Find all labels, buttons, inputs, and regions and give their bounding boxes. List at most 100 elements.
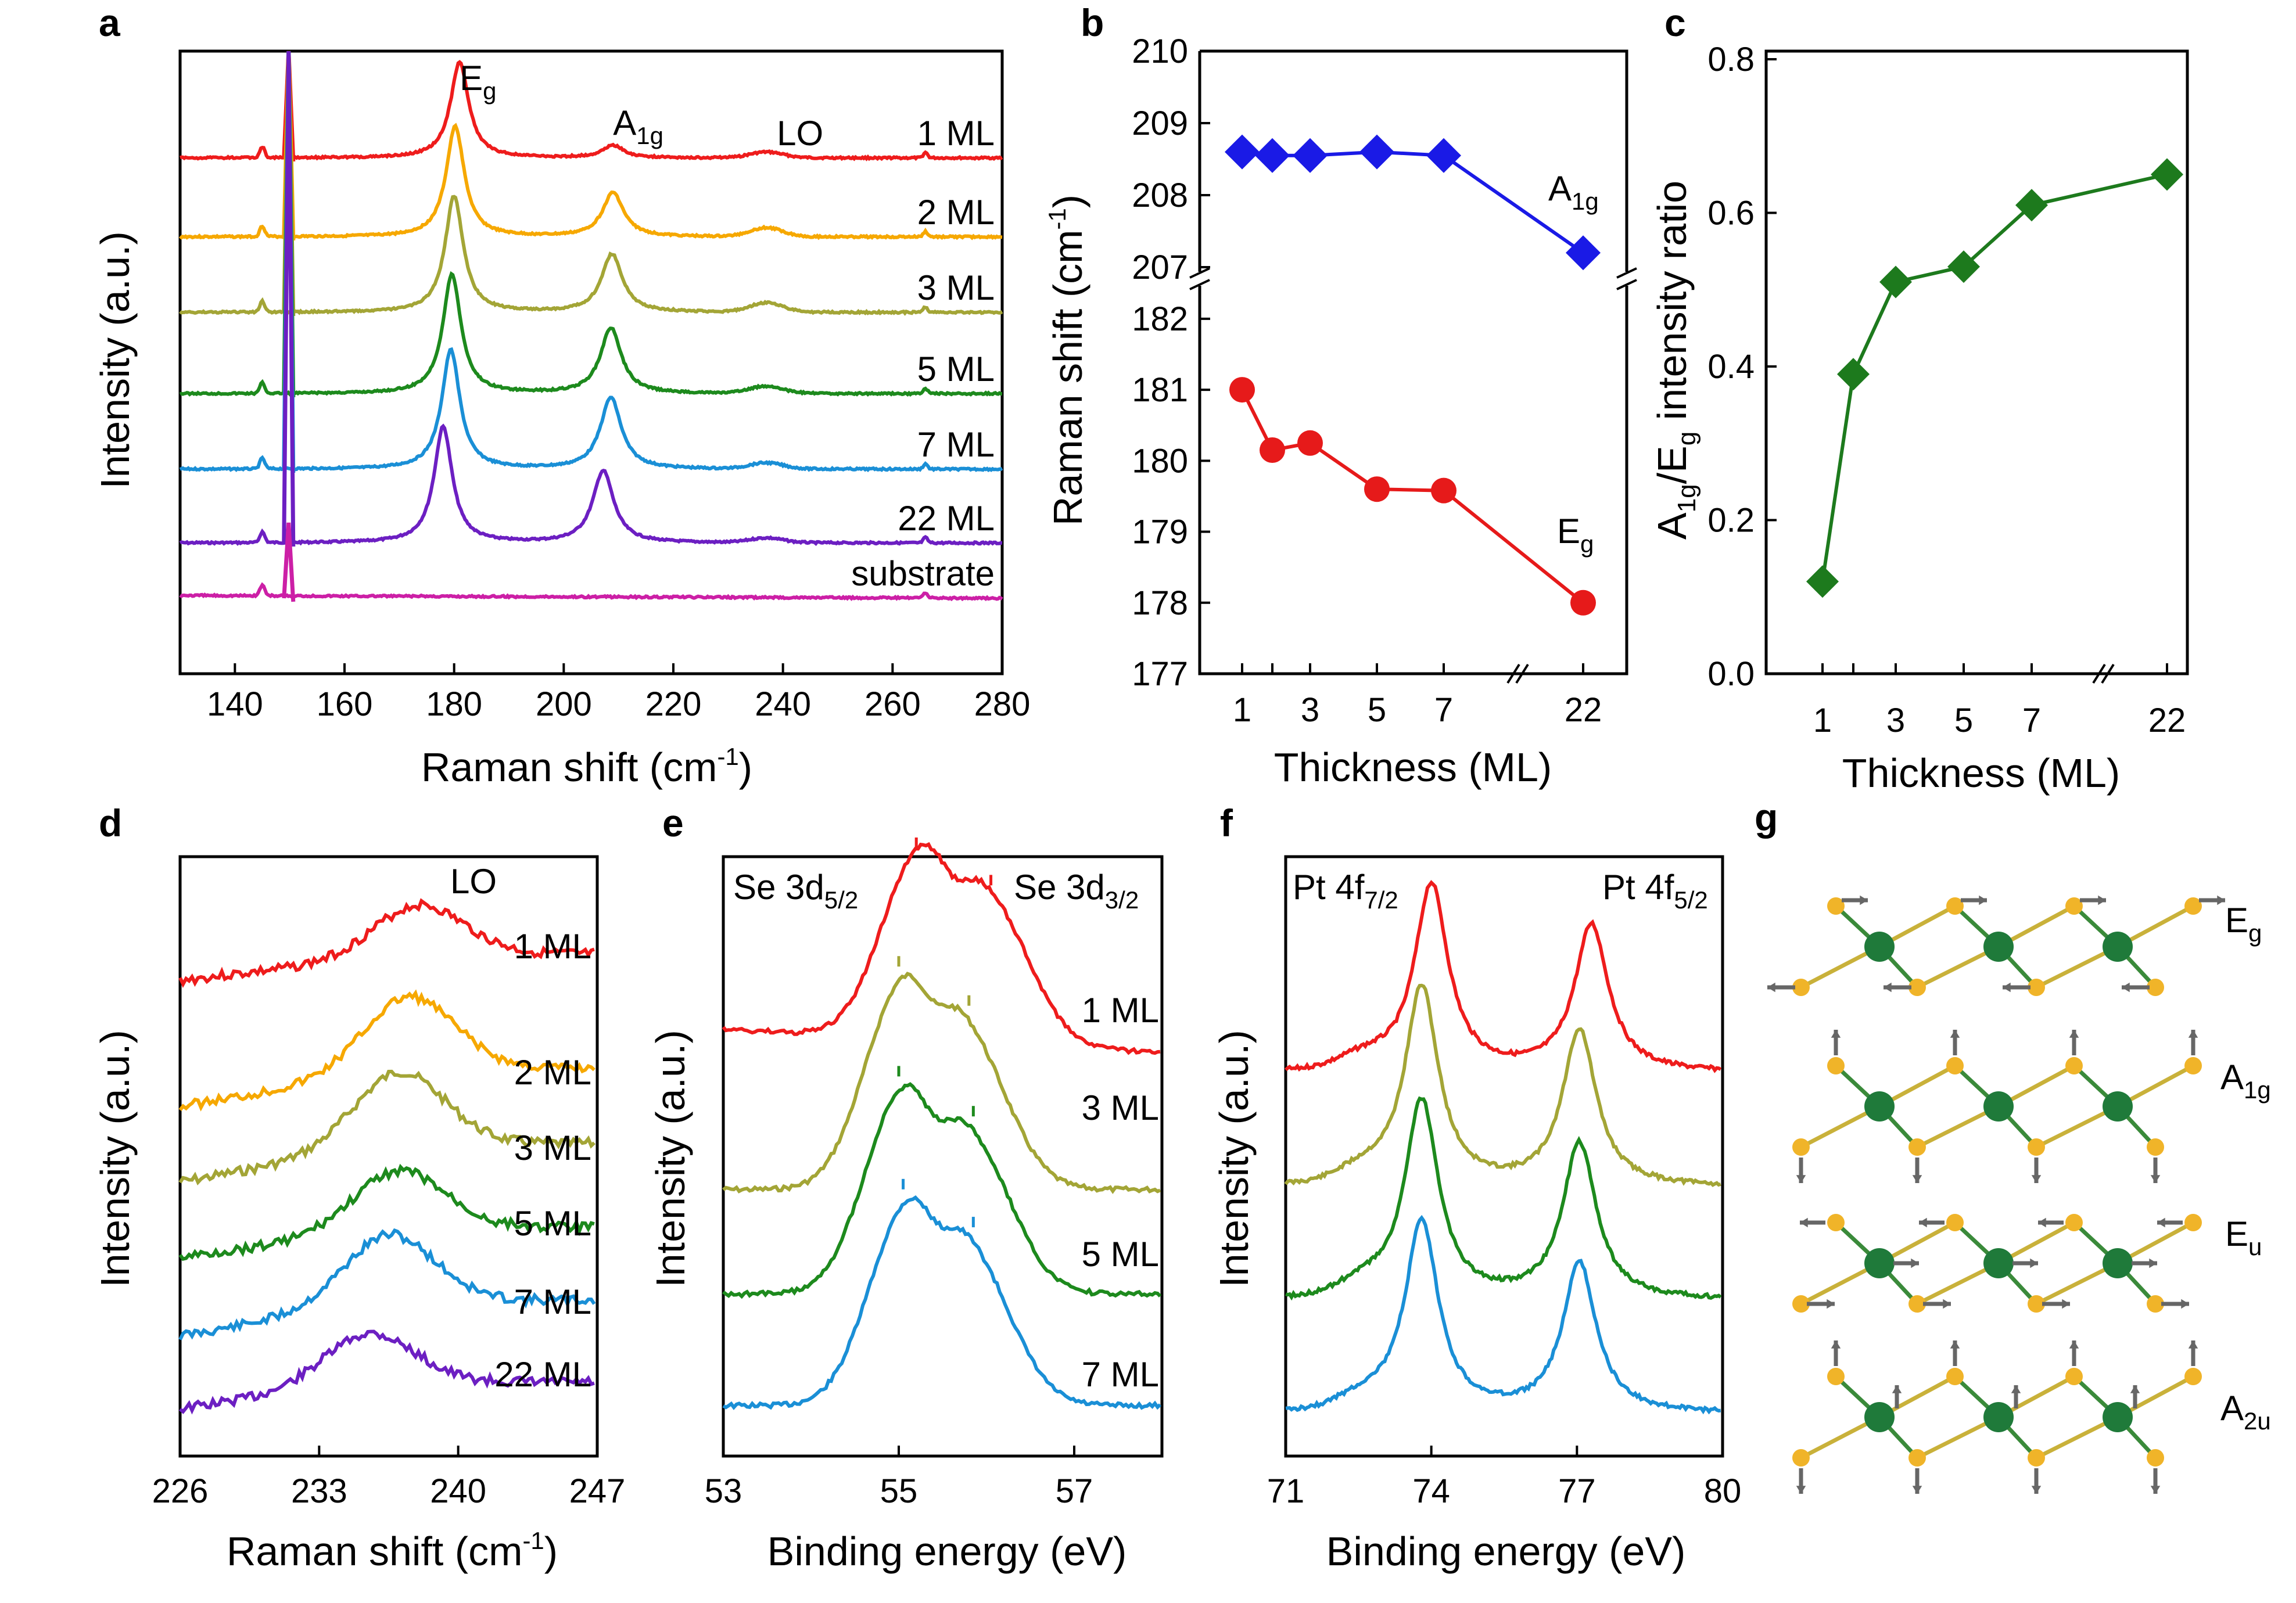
panel-b-ytick-label: 180 [1132, 442, 1188, 480]
eg-line [1240, 389, 1584, 605]
displacement-arrow-head [1831, 1030, 1841, 1038]
mode-label-a2u: A2u [2220, 1389, 2271, 1435]
panel-c-ytick-label: 0.8 [1707, 41, 1755, 78]
panel-b-ytick-label: 179 [1132, 513, 1188, 551]
se-atom [1792, 979, 1810, 996]
panel-d-series-2-ML [178, 989, 595, 1112]
displacement-arrow-head [1796, 1175, 1806, 1183]
panel-a-xtick-label: 240 [755, 685, 811, 723]
se-atom [1827, 1368, 1845, 1385]
se-atom [2065, 1057, 2083, 1074]
series-line-5-ML [179, 271, 1003, 397]
panel-c-xtick-label: 1 [1813, 702, 1832, 739]
eg-point [1364, 476, 1390, 502]
panel-f-xlabel: Binding energy (eV) [1326, 1529, 1686, 1574]
bond [1916, 1104, 2000, 1149]
panel-b-xtick-label: 3 [1301, 691, 1319, 729]
panel-d-xtick-label: 226 [152, 1472, 209, 1510]
panel-b-ytick-label: 182 [1132, 300, 1188, 338]
panel-a: 140 160 180 200 220 240 260 280 1 ML 2 ML 3 ML 5 M… [92, 49, 1030, 790]
ratio-point [1947, 250, 1980, 283]
panel-c-ytick-label: 0.6 [1707, 195, 1755, 232]
pt-atom [1983, 932, 2014, 962]
eg-point [1570, 590, 1596, 616]
panel-b: 207 208 209 210 177 178 179 180 181 182 1 3 5 7 22 A1g… [1043, 33, 1637, 790]
series-label-3-ML: 3 ML [917, 268, 995, 307]
se-atom [1946, 897, 1964, 915]
panel-letter-b: b [1081, 1, 1104, 44]
panel-b-a1g-label: A1g [1548, 169, 1599, 215]
panel-f-ylabel: Intensity (a.u.) [1211, 1030, 1257, 1288]
a1g-point [1225, 134, 1260, 170]
bond [2035, 944, 2119, 990]
displacement-arrow-head [1950, 1030, 1960, 1038]
panel-c-xlabel: Thickness (ML) [1842, 750, 2120, 796]
pt-atom [1864, 1091, 1895, 1122]
displacement-arrow-head [1912, 1175, 1922, 1183]
panel-f-pt72-label: Pt 4f7/2 [1293, 868, 1398, 914]
series-label-5-ML: 5 ML [917, 350, 995, 389]
peak-label-A: A1g [613, 103, 663, 149]
series-line-1-ML [180, 60, 1003, 161]
ratio-point [2015, 189, 2048, 222]
se-atom [1946, 1368, 1964, 1385]
panel-b-eg-label: Eg [1557, 512, 1594, 558]
panel-a-xtick-label: 260 [864, 685, 921, 723]
se-atom [2065, 897, 2083, 915]
panel-d-label-5-ML: 5 ML [514, 1204, 591, 1243]
se-atom [1946, 1214, 1964, 1231]
pt-atom [1983, 1248, 2014, 1278]
se-atom [2147, 979, 2164, 996]
panel-letter-d: d [99, 802, 122, 844]
panel-e-frame [722, 855, 1164, 1458]
se-atom [1946, 1057, 1964, 1074]
se-atom [2147, 1295, 2164, 1313]
pt-atom [1983, 1091, 2014, 1122]
panel-d-xlabel: Raman shift (cm-1) [227, 1527, 558, 1574]
substrate-peak-substrate [282, 522, 296, 602]
panel-b-ytick-label: 207 [1132, 249, 1188, 286]
eg-point [1297, 430, 1323, 456]
a1g-point [1566, 235, 1601, 271]
displacement-arrow-head [2038, 1217, 2046, 1228]
panel-f-xtick-label: 80 [1704, 1472, 1742, 1510]
displacement-arrow-head [2098, 895, 2106, 905]
panel-d-series-7-ML [178, 1228, 596, 1340]
panel-c: 0.0 0.2 0.4 0.6 0.8 1 3 5 7 22 Thickness (ML) A1g… [1649, 41, 2189, 796]
panel-e-xlabel: Binding energy (eV) [767, 1529, 1127, 1574]
se-atom [2147, 1138, 2164, 1156]
panel-c-ylabel: A1g/Eg intensity ratio [1649, 181, 1701, 540]
peak-label-LO: LO [777, 114, 823, 153]
panel-d-series-3-ML [178, 1069, 595, 1185]
panel-b-frame [1198, 49, 1628, 675]
a1g-line [1242, 150, 1584, 254]
se-atom [2065, 1214, 2083, 1231]
series-label-2-ML: 2 ML [917, 193, 995, 232]
se-atom [1792, 1449, 1810, 1467]
panel-d-xtick-label: 247 [569, 1472, 626, 1510]
se-atom [2028, 1138, 2045, 1156]
se-atom [1908, 1449, 1926, 1467]
panel-a-ylabel: Intensity (a.u.) [92, 231, 138, 489]
panel-b-xtick-label: 22 [1565, 691, 1602, 729]
se-atom [1792, 1138, 1810, 1156]
panel-a-xlabel: Raman shift (cm-1) [421, 743, 752, 790]
substrate-peak-22-ML [282, 51, 296, 547]
displacement-arrow-head [2031, 1175, 2042, 1183]
panel-a-xtick-label: 160 [317, 685, 373, 723]
panel-c-ytick-label: 0.2 [1707, 502, 1755, 540]
bond [1916, 944, 2000, 990]
a1g-point [1293, 138, 1328, 173]
se-atom [1827, 897, 1845, 915]
panel-b-ylabel: Raman shift (cm-1) [1043, 195, 1090, 526]
pt-atom [1983, 1402, 2014, 1432]
panel-b-axis-break [1189, 267, 1637, 290]
panel-b-x-break [1506, 663, 1529, 684]
se-atom [1908, 1295, 1926, 1313]
se-atom [1908, 1138, 1926, 1156]
displacement-arrow-head [2181, 1299, 2189, 1309]
series-line-2-ML [179, 123, 1003, 240]
se-atom [2147, 1449, 2164, 1467]
se-atom [1827, 1057, 1845, 1074]
displacement-arrow-head [1943, 1299, 1951, 1309]
